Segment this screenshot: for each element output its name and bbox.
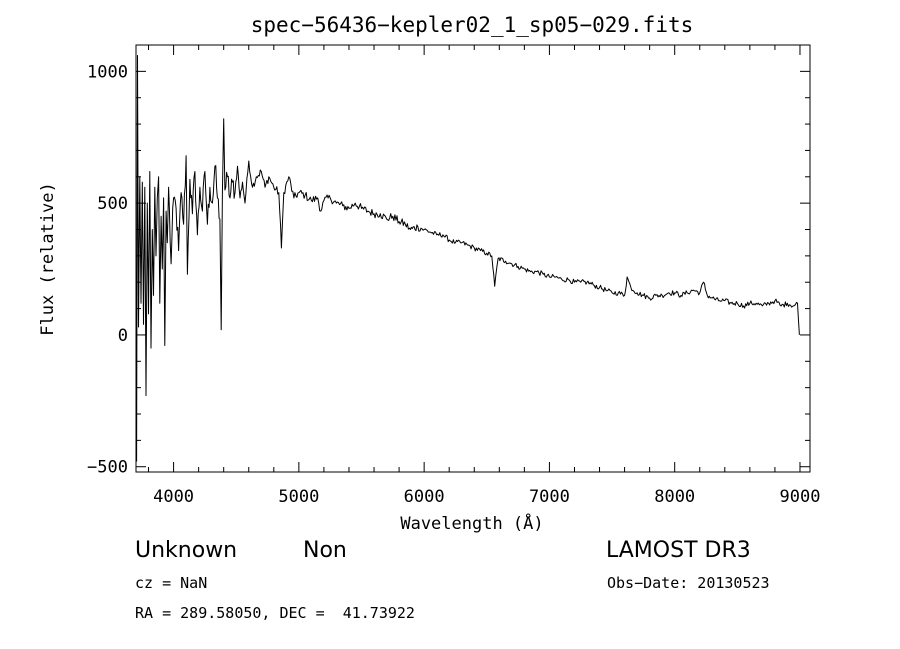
- object-type-label: Unknown: [135, 538, 238, 563]
- redshift-cz-label: cz = NaN: [135, 574, 208, 592]
- x-tick-label: 4000: [153, 487, 194, 507]
- spectrum-series-line: [136, 55, 800, 462]
- x-axis-label: Wavelength (Å): [400, 512, 543, 534]
- x-tick-label: 5000: [278, 487, 319, 507]
- x-tick-label: 6000: [404, 487, 445, 507]
- survey-label: LAMOST DR3: [606, 538, 751, 563]
- chart-title: spec−56436−kepler02_1_sp05−029.fits: [251, 13, 694, 37]
- y-tick-label: 1000: [87, 62, 128, 82]
- coordinates-label: RA = 289.58050, DEC = 41.73922: [135, 604, 415, 622]
- y-axis: −500 0 500 1000: [87, 44, 810, 478]
- x-axis: 4000 5000 6000 7000 8000 9000: [148, 45, 821, 507]
- y-tick-label: 500: [97, 194, 128, 214]
- x-tick-label: 9000: [780, 487, 821, 507]
- y-tick-label: −500: [87, 458, 128, 478]
- y-tick-label: 0: [118, 326, 128, 346]
- y-axis-label: Flux (relative): [38, 182, 58, 336]
- x-tick-label: 7000: [529, 487, 570, 507]
- plot-frame: [135, 44, 811, 473]
- x-tick-label: 8000: [654, 487, 695, 507]
- obs-date-label: Obs−Date: 20130523: [607, 574, 770, 592]
- subclass-label: Non: [303, 538, 347, 563]
